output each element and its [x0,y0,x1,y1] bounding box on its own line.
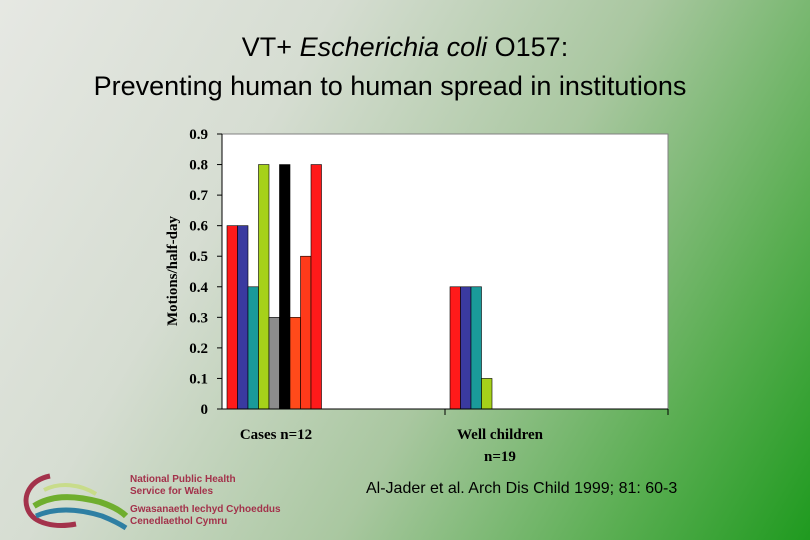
bar [310,164,322,410]
y-tick-label: 0.6 [189,219,208,235]
y-tick-label: 0.5 [189,249,208,265]
nphs-logo-icon [23,473,129,531]
y-tick-label: 0.1 [189,371,208,387]
citation: Al-Jader et al. Arch Dis Child 1999; 81:… [366,480,678,497]
bar [449,286,461,410]
bar [300,255,312,410]
bar [258,164,270,410]
slide-subtitle: Preventing human to human spread in inst… [93,71,687,101]
bar [289,317,301,410]
org-line: National Public Health [130,474,236,485]
bar [247,286,259,410]
y-tick-label: 0 [201,402,209,418]
category-label-cases: Cases n=12 [240,427,312,443]
category-label-well-children-n: n=19 [484,449,516,465]
bar [481,378,493,410]
y-tick-label: 0.3 [189,310,208,326]
org-line: Service for Wales [130,486,214,497]
category-label-well-children: Well children [457,427,544,443]
y-tick-label: 0.2 [189,341,208,357]
bar [237,225,249,410]
bar [226,225,238,410]
bar [470,286,482,410]
bar [268,317,280,410]
org-name: National Public Health Service for Wales… [130,474,281,528]
y-tick-label: 0.4 [189,280,208,296]
slide-title: VT+ Escherichia coli O157: [241,32,569,62]
org-line: Cenedlaethol Cymru [130,516,228,527]
y-tick-label: 0.7 [189,188,208,204]
org-line: Gwasanaeth Iechyd Cyhoeddus [130,504,281,515]
y-tick-label: 0.8 [189,158,208,174]
bar [460,286,472,410]
y-axis-label: Motions/half-day [165,215,181,326]
y-tick-label: 0.9 [189,127,208,143]
bar [279,164,291,410]
